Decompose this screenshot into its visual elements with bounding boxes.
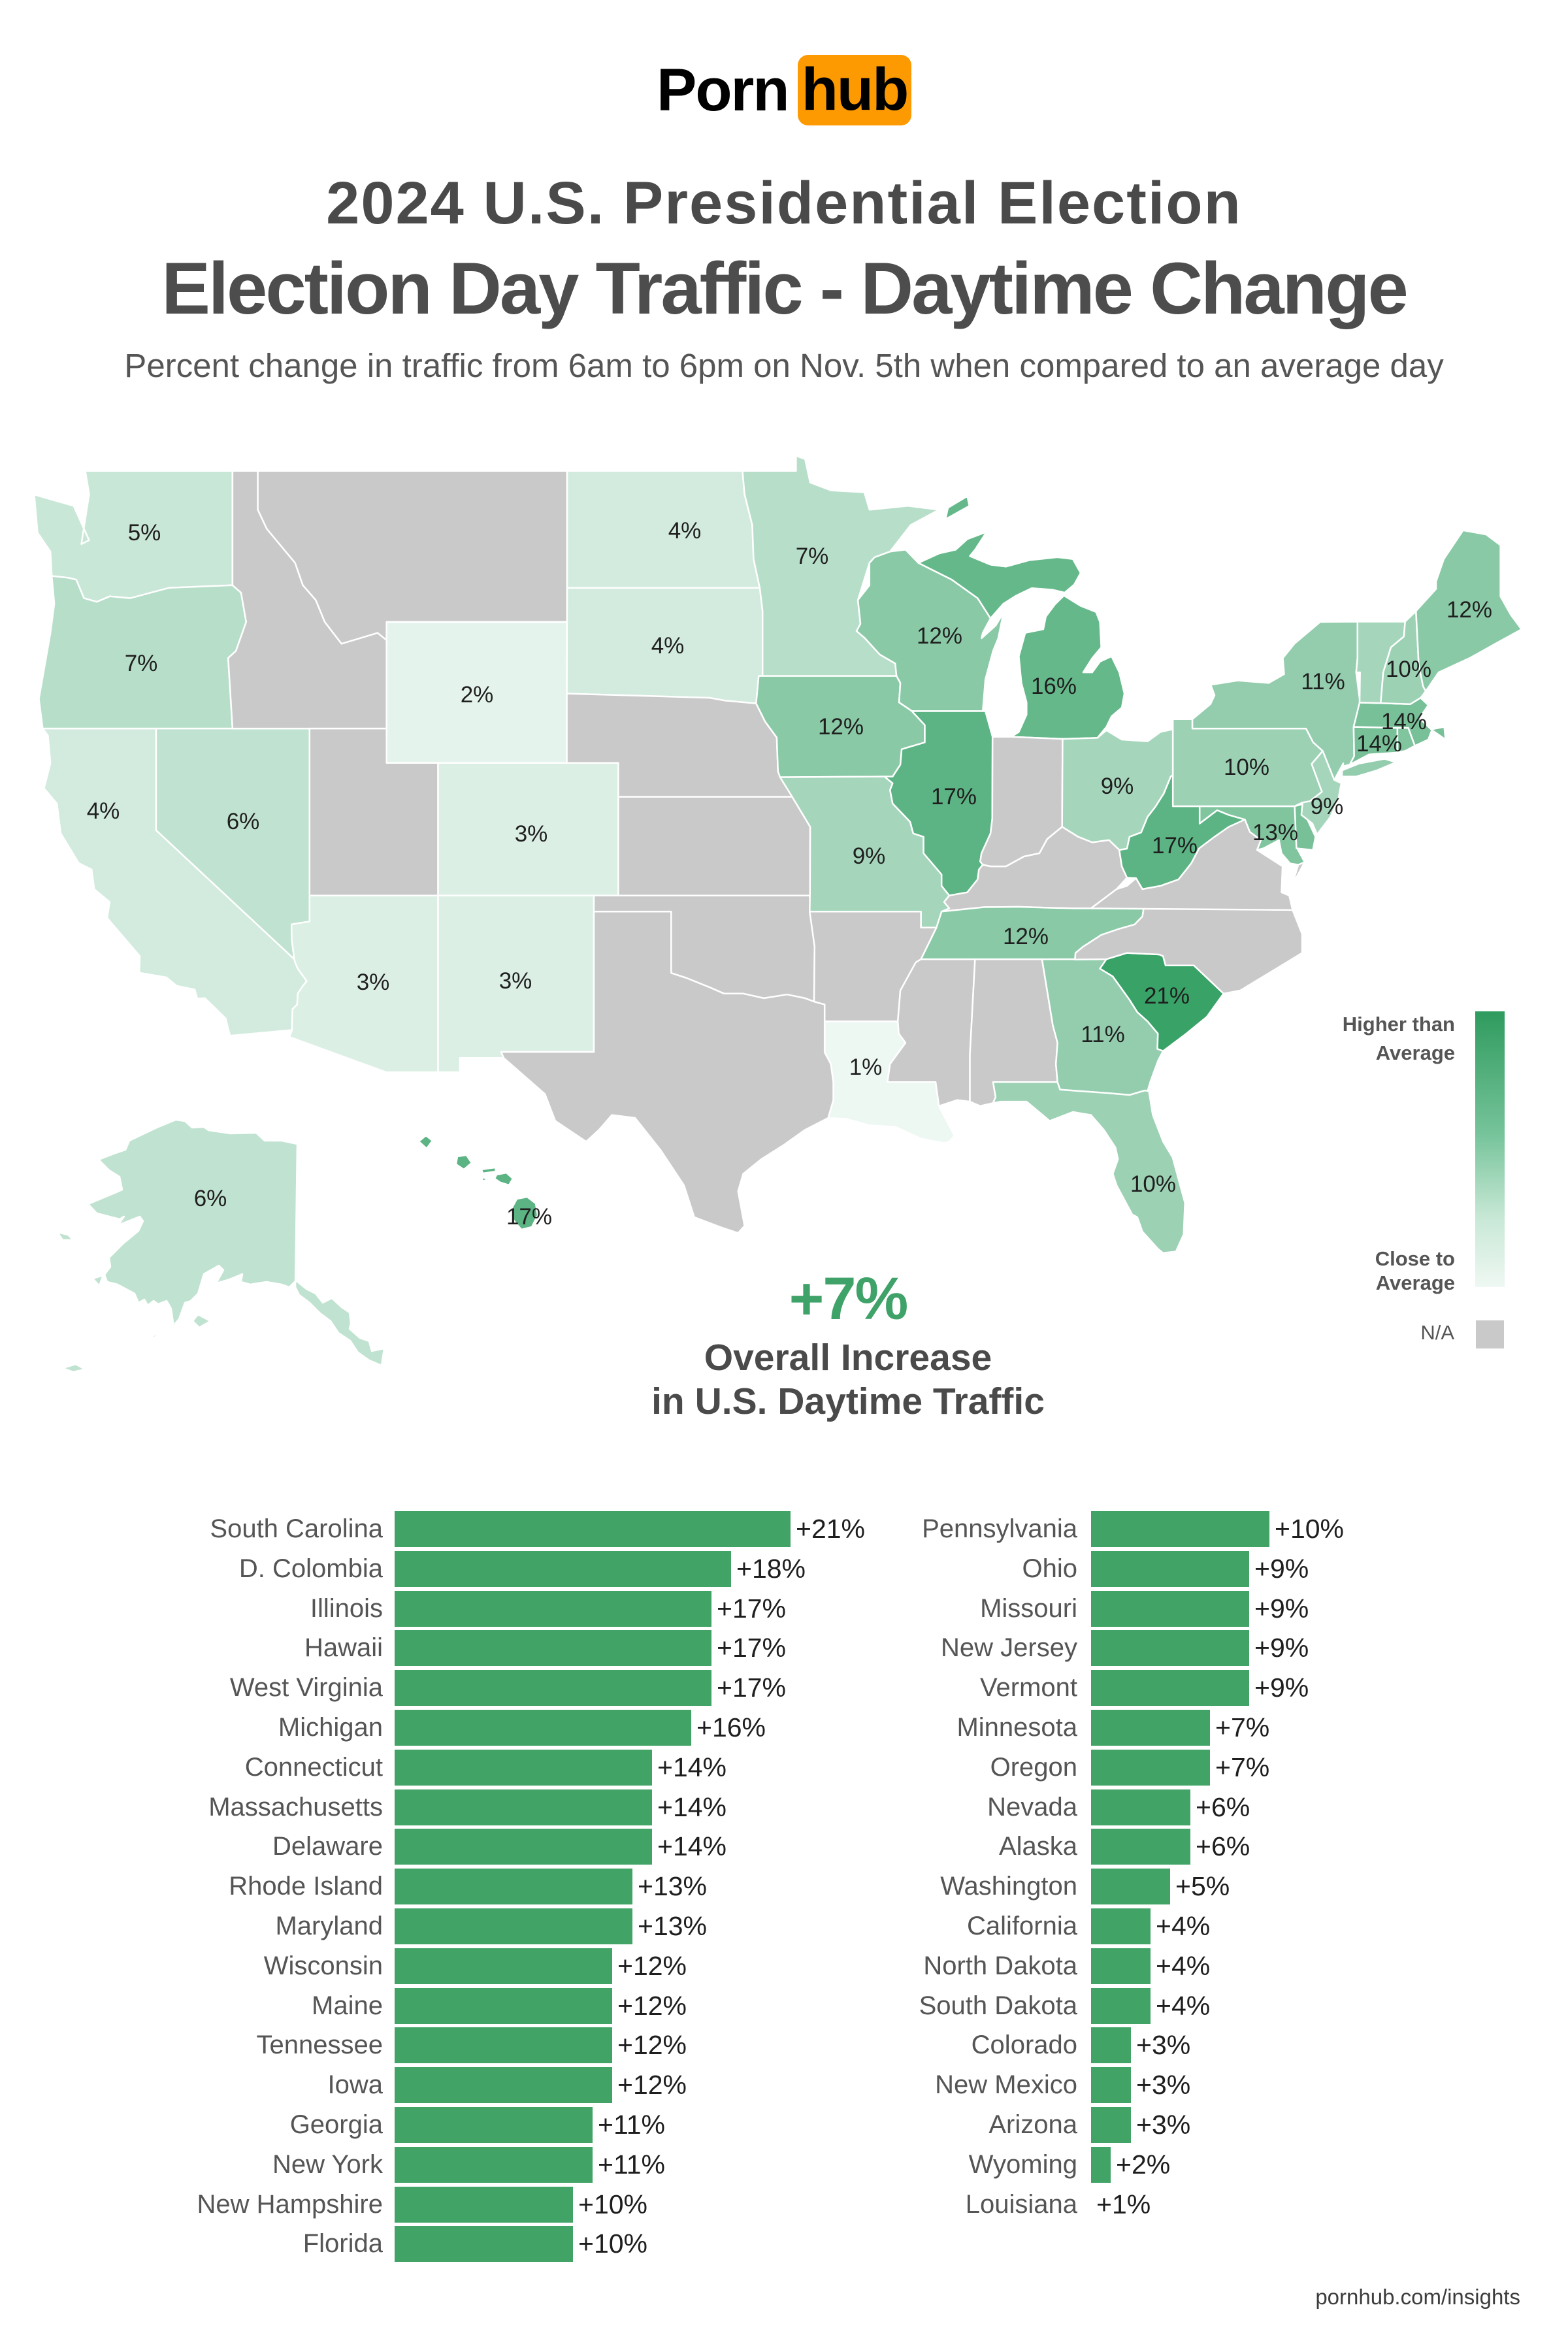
svg-text:12%: 12% bbox=[1446, 597, 1492, 623]
svg-text:16%: 16% bbox=[1031, 674, 1077, 699]
svg-text:12%: 12% bbox=[818, 714, 864, 740]
svg-text:5%: 5% bbox=[128, 520, 161, 546]
svg-text:12%: 12% bbox=[917, 623, 962, 649]
svg-text:10%: 10% bbox=[1224, 755, 1269, 780]
svg-text:4%: 4% bbox=[651, 633, 685, 659]
svg-text:7%: 7% bbox=[796, 544, 829, 569]
svg-text:2%: 2% bbox=[461, 682, 494, 708]
svg-text:21%: 21% bbox=[1144, 983, 1190, 1009]
svg-text:3%: 3% bbox=[357, 970, 390, 995]
svg-text:6%: 6% bbox=[227, 809, 260, 834]
svg-text:13%: 13% bbox=[1252, 820, 1298, 845]
svg-text:9%: 9% bbox=[1311, 794, 1344, 819]
svg-text:7%: 7% bbox=[125, 651, 158, 676]
svg-text:9%: 9% bbox=[1101, 774, 1134, 799]
svg-text:4%: 4% bbox=[87, 798, 120, 824]
svg-text:9%: 9% bbox=[853, 843, 886, 869]
svg-text:1%: 1% bbox=[849, 1054, 883, 1080]
svg-text:17%: 17% bbox=[931, 784, 977, 809]
svg-text:10%: 10% bbox=[1386, 657, 1431, 682]
svg-text:14%: 14% bbox=[1381, 709, 1427, 734]
svg-text:4%: 4% bbox=[668, 518, 702, 544]
svg-text:17%: 17% bbox=[1152, 833, 1198, 858]
svg-text:11%: 11% bbox=[1081, 1022, 1124, 1047]
svg-text:12%: 12% bbox=[1003, 924, 1049, 949]
svg-text:6%: 6% bbox=[194, 1186, 227, 1211]
svg-text:11%: 11% bbox=[1301, 669, 1345, 694]
svg-text:14%: 14% bbox=[1356, 731, 1402, 757]
svg-text:3%: 3% bbox=[515, 821, 548, 847]
svg-text:3%: 3% bbox=[499, 968, 532, 994]
svg-text:17%: 17% bbox=[506, 1204, 552, 1230]
svg-text:10%: 10% bbox=[1130, 1171, 1176, 1197]
